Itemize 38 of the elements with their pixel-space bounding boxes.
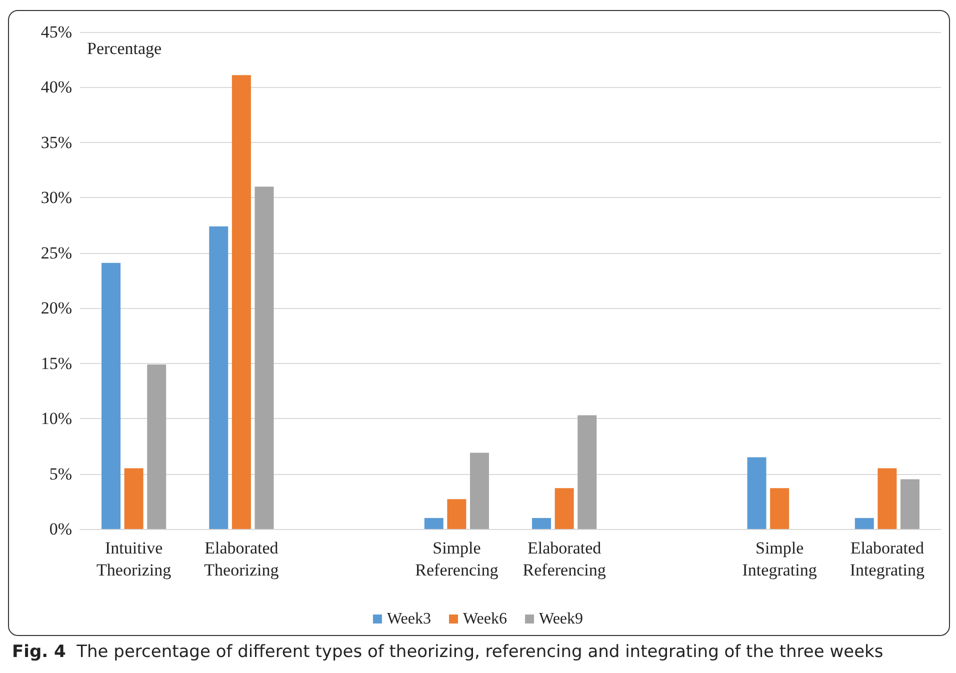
- bar: [124, 468, 144, 529]
- bar: [470, 452, 489, 529]
- x-tick-label: Elaborated Integrating: [850, 538, 925, 580]
- legend-label: Week6: [462, 610, 508, 628]
- bar: [209, 226, 228, 529]
- x-tick-label: Elaborated Theorizing: [204, 538, 280, 580]
- y-tick-label: 0%: [49, 520, 72, 538]
- x-tick-label: Intuitive Theorizing: [96, 538, 172, 580]
- x-tick-label: Simple Integrating: [742, 538, 818, 580]
- bar: [102, 262, 121, 529]
- bar: [447, 499, 466, 529]
- y-tick-label: 40%: [40, 78, 72, 97]
- y-tick-label: 35%: [40, 132, 72, 152]
- y-tick-label: 5%: [49, 464, 72, 484]
- caption: Fig. 4 The percentage of different types of theorizing, referencing and integrating of the three weeks: [12, 642, 884, 662]
- x-tick-label: Simple Referencing: [415, 538, 499, 580]
- y-tick-label: 25%: [40, 243, 72, 262]
- bar: [424, 518, 444, 529]
- y-tick-label: 10%: [40, 409, 72, 428]
- y-tick-label: 20%: [40, 298, 72, 318]
- bar: [854, 518, 874, 529]
- bar: [254, 186, 274, 529]
- bar: [532, 518, 552, 529]
- y-tick-label: 45%: [40, 22, 72, 42]
- legend-label: Week9: [539, 610, 584, 628]
- y-tick-label: 15%: [40, 354, 72, 373]
- y-tick-label: 30%: [40, 188, 72, 208]
- legend-label: Week3: [386, 610, 431, 628]
- bar: [900, 479, 920, 529]
- x-tick-label: Elaborated Referencing: [522, 538, 606, 580]
- bar: [770, 488, 790, 529]
- bar: [554, 488, 574, 529]
- bar: [578, 415, 597, 529]
- bar: [147, 364, 166, 529]
- bar: [878, 468, 897, 529]
- y-axis-title: Percentage: [87, 39, 162, 58]
- bar: [232, 75, 251, 529]
- bar: [747, 457, 766, 529]
